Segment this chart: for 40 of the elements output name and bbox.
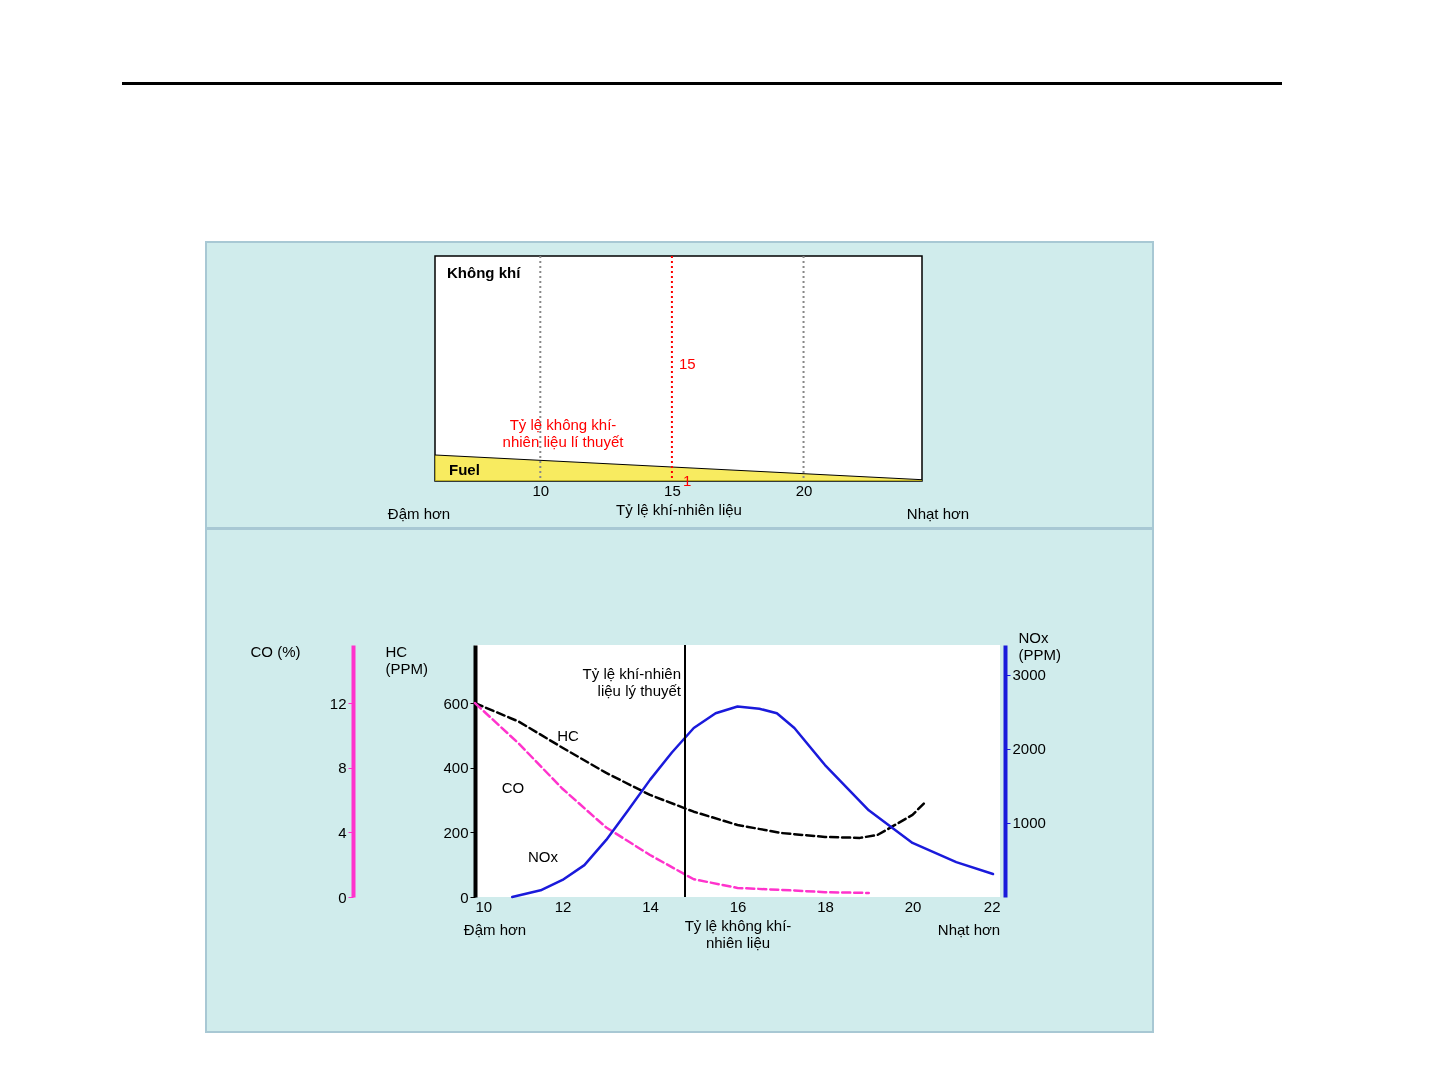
series-label: HC [557, 727, 579, 744]
x-tick-label: 16 [729, 897, 747, 915]
y-tick-label: 400 [443, 759, 469, 777]
y3-tick-label: 12 [329, 694, 347, 712]
text: Nhạt hơn [937, 921, 1001, 938]
annotation: Fuel [449, 461, 480, 478]
x-tick-label: 18 [817, 897, 834, 915]
y3-tick-label: 4 [338, 823, 347, 841]
ref-line-label: Tỷ lệ không khí- nhiên liệu lí thuyết [502, 416, 625, 450]
text: Nhạt hơn [906, 505, 970, 522]
x-tick-label: 22 [983, 897, 1001, 915]
x-tick-label: 12 [554, 897, 572, 915]
text: Đậm hơn [463, 921, 527, 938]
ref-line-label: Tỷ lệ khí-nhiên liệu lý thuyết [582, 665, 682, 699]
y3-tick-label: 8 [338, 759, 347, 777]
text: 15 [679, 355, 696, 372]
x-tick-label: 15 [664, 481, 681, 499]
y-tick-label: 600 [443, 694, 469, 712]
x-tick-label: 10 [532, 481, 550, 499]
y-axis-title: HC (PPM) [385, 642, 428, 677]
y3-tick-label: 0 [338, 888, 347, 906]
series-label: NOx [528, 848, 559, 865]
line-series [473, 701, 870, 895]
y2-axis-title: NOx (PPM) [1018, 628, 1061, 663]
x-axis-title: Tỷ lệ không khí- nhiên liệu [684, 916, 792, 951]
annotation: 1 [683, 472, 692, 489]
y-tick-label: 0 [460, 888, 469, 906]
text: Không khí [447, 264, 522, 281]
y2-tick-label: 2000 [1012, 740, 1046, 758]
y2-tick-label: 3000 [1012, 666, 1046, 684]
y2-tick-label: 1000 [1012, 814, 1046, 832]
x-tick-label: 20 [795, 481, 813, 499]
x-tick-label: 20 [904, 897, 922, 915]
x-tick-label: 14 [642, 897, 659, 915]
y3-axis-title: CO (%) [250, 642, 301, 660]
text: Đậm hơn [387, 505, 451, 522]
series-label: CO [501, 779, 525, 796]
y-tick-label: 200 [443, 823, 469, 841]
x-tick-label: 10 [475, 897, 493, 915]
x-axis-title: Tỷ lệ khí-nhiên liệu [616, 500, 742, 518]
